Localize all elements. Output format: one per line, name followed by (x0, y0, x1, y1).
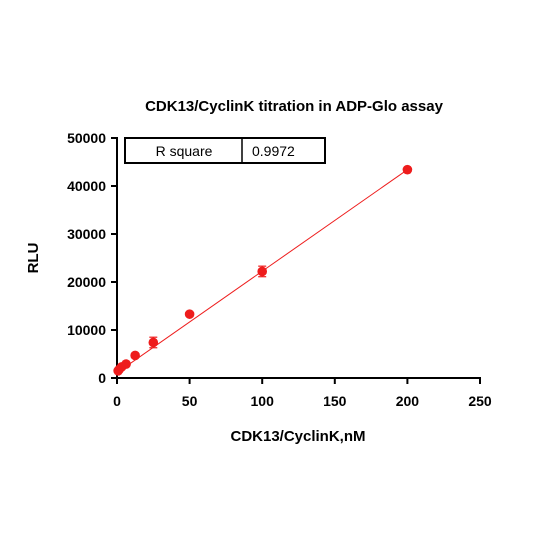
y-axis-label: RLU (25, 243, 42, 274)
x-axis-label: CDK13/CyclinK,nM (230, 428, 365, 445)
data-point-7 (257, 265, 268, 278)
data-marker-7 (257, 266, 268, 277)
data-point-6 (184, 309, 195, 319)
r-square-box: R square 0.9972 (124, 137, 326, 164)
y-tick-label-40000: 40000 (67, 178, 106, 194)
x-tick-label-150: 150 (323, 393, 347, 409)
y-tick-label-10000: 10000 (67, 322, 106, 338)
r-square-box-border (124, 137, 326, 164)
data-marker-3 (121, 359, 131, 369)
axes: 0 50 100 150 200 250 0 10000 20000 30000 40000 5000… (67, 130, 492, 409)
data-points (113, 164, 413, 376)
x-tick-label-50: 50 (182, 393, 198, 409)
data-marker-4 (130, 350, 140, 361)
r-square-label: R square (156, 143, 213, 159)
y-tick-label-20000: 20000 (67, 274, 106, 290)
x-tick-label-100: 100 (251, 393, 275, 409)
x-tick-label-0: 0 (113, 393, 121, 409)
data-point-4 (130, 350, 140, 361)
data-point-3 (121, 359, 131, 369)
data-marker-5 (148, 337, 159, 348)
x-tick-label-250: 250 (468, 393, 492, 409)
r-square-value: 0.9972 (252, 143, 295, 159)
y-tick-label-30000: 30000 (67, 226, 106, 242)
x-tick-label-200: 200 (396, 393, 420, 409)
chart-title: CDK13/CyclinK titration in ADP-Glo assay (145, 98, 443, 115)
data-marker-8 (402, 164, 413, 175)
y-tick-label-50000: 50000 (67, 130, 106, 146)
y-tick-label-0: 0 (98, 370, 106, 386)
data-marker-6 (184, 309, 195, 319)
data-point-8 (402, 164, 413, 175)
data-point-5 (148, 336, 159, 349)
